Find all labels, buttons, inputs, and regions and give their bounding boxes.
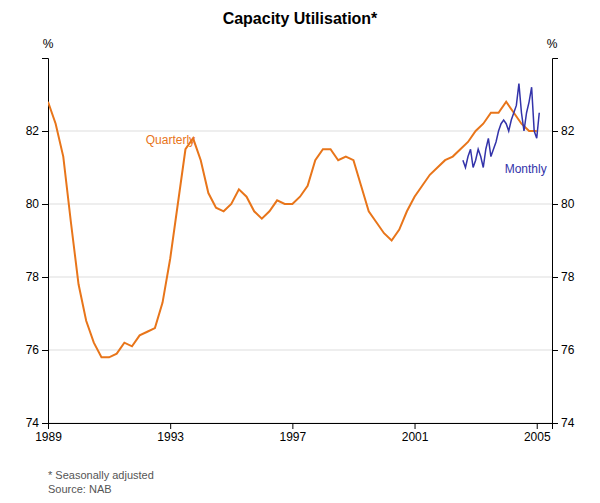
y-axis: 74 76 78 80 82 (26, 59, 49, 431)
grid-line (48, 204, 552, 205)
tick: 76 (26, 343, 48, 357)
footnote-line: * Seasonally adjusted (48, 469, 154, 481)
tick-label: 76 (561, 343, 575, 357)
tick-label: 2005 (524, 430, 551, 444)
tick-label: 82 (561, 124, 575, 138)
tick-mark (42, 131, 48, 132)
series-label: Monthly (505, 162, 547, 176)
x-axis-line (49, 424, 553, 430)
y2-axis-label: % (547, 37, 558, 51)
footnote-line: Source: NAB (48, 483, 112, 495)
tick: 76 (552, 343, 575, 357)
annotations: Quarterly Monthly (146, 133, 547, 175)
tick: 2001 (402, 423, 429, 444)
y-axis-line (42, 59, 49, 424)
tick-mark (552, 204, 558, 205)
tick: 78 (26, 270, 48, 284)
tick-label: 74 (561, 416, 575, 430)
series-line (463, 84, 539, 168)
tick-label: 82 (26, 124, 40, 138)
tick: 82 (26, 124, 48, 138)
tick-mark (552, 350, 558, 351)
tick-label: 80 (561, 197, 575, 211)
tick-mark (42, 204, 48, 205)
tick: 2005 (524, 423, 551, 444)
tick: 1997 (280, 423, 307, 444)
tick: 82 (552, 124, 575, 138)
lines (48, 84, 539, 358)
tick: 1993 (157, 423, 184, 444)
tick: 78 (552, 270, 575, 284)
tick: 74 (552, 416, 575, 430)
tick-mark (42, 423, 48, 424)
plot-area: 1989 1993 1997 2001 2005 74 76 78 80 82 74 76 78 80 82… (26, 59, 575, 444)
tick: 74 (26, 416, 48, 430)
tick-label: 80 (26, 197, 40, 211)
tick-mark (537, 423, 538, 429)
tick-mark (552, 423, 558, 424)
y2-axis: 74 76 78 80 82 (552, 59, 575, 431)
tick-label: 1989 (35, 430, 62, 444)
tick: 1989 (35, 423, 62, 444)
tick: 80 (26, 197, 48, 211)
tick-mark (552, 277, 558, 278)
tick-mark (42, 277, 48, 278)
series-line (48, 102, 537, 357)
tick-label: 1997 (280, 430, 307, 444)
tick-mark (415, 423, 416, 429)
tick-label: 78 (26, 270, 40, 284)
series-label: Quarterly (146, 133, 195, 147)
footnote: * Seasonally adjusted Source: NAB (48, 469, 154, 495)
tick-mark (552, 131, 558, 132)
tick-mark (170, 423, 171, 429)
tick-mark (292, 423, 293, 429)
grid-line (48, 277, 552, 278)
y-axis-label: % (43, 37, 54, 51)
tick-label: 1993 (157, 430, 184, 444)
tick-label: 78 (561, 270, 575, 284)
x-axis: 1989 1993 1997 2001 2005 (35, 423, 552, 444)
tick-label: 2001 (402, 430, 429, 444)
tick-mark (42, 350, 48, 351)
tick-label: 76 (26, 343, 40, 357)
title: Capacity Utilisation* (223, 10, 378, 27)
grid-line (48, 350, 552, 351)
tick-label: 74 (26, 416, 40, 430)
grid (48, 131, 552, 423)
y2-axis-line (553, 59, 559, 424)
tick: 80 (552, 197, 575, 211)
chart: 1989 1993 1997 2001 2005 74 76 78 80 82 74 76 78 80 82… (0, 0, 600, 503)
